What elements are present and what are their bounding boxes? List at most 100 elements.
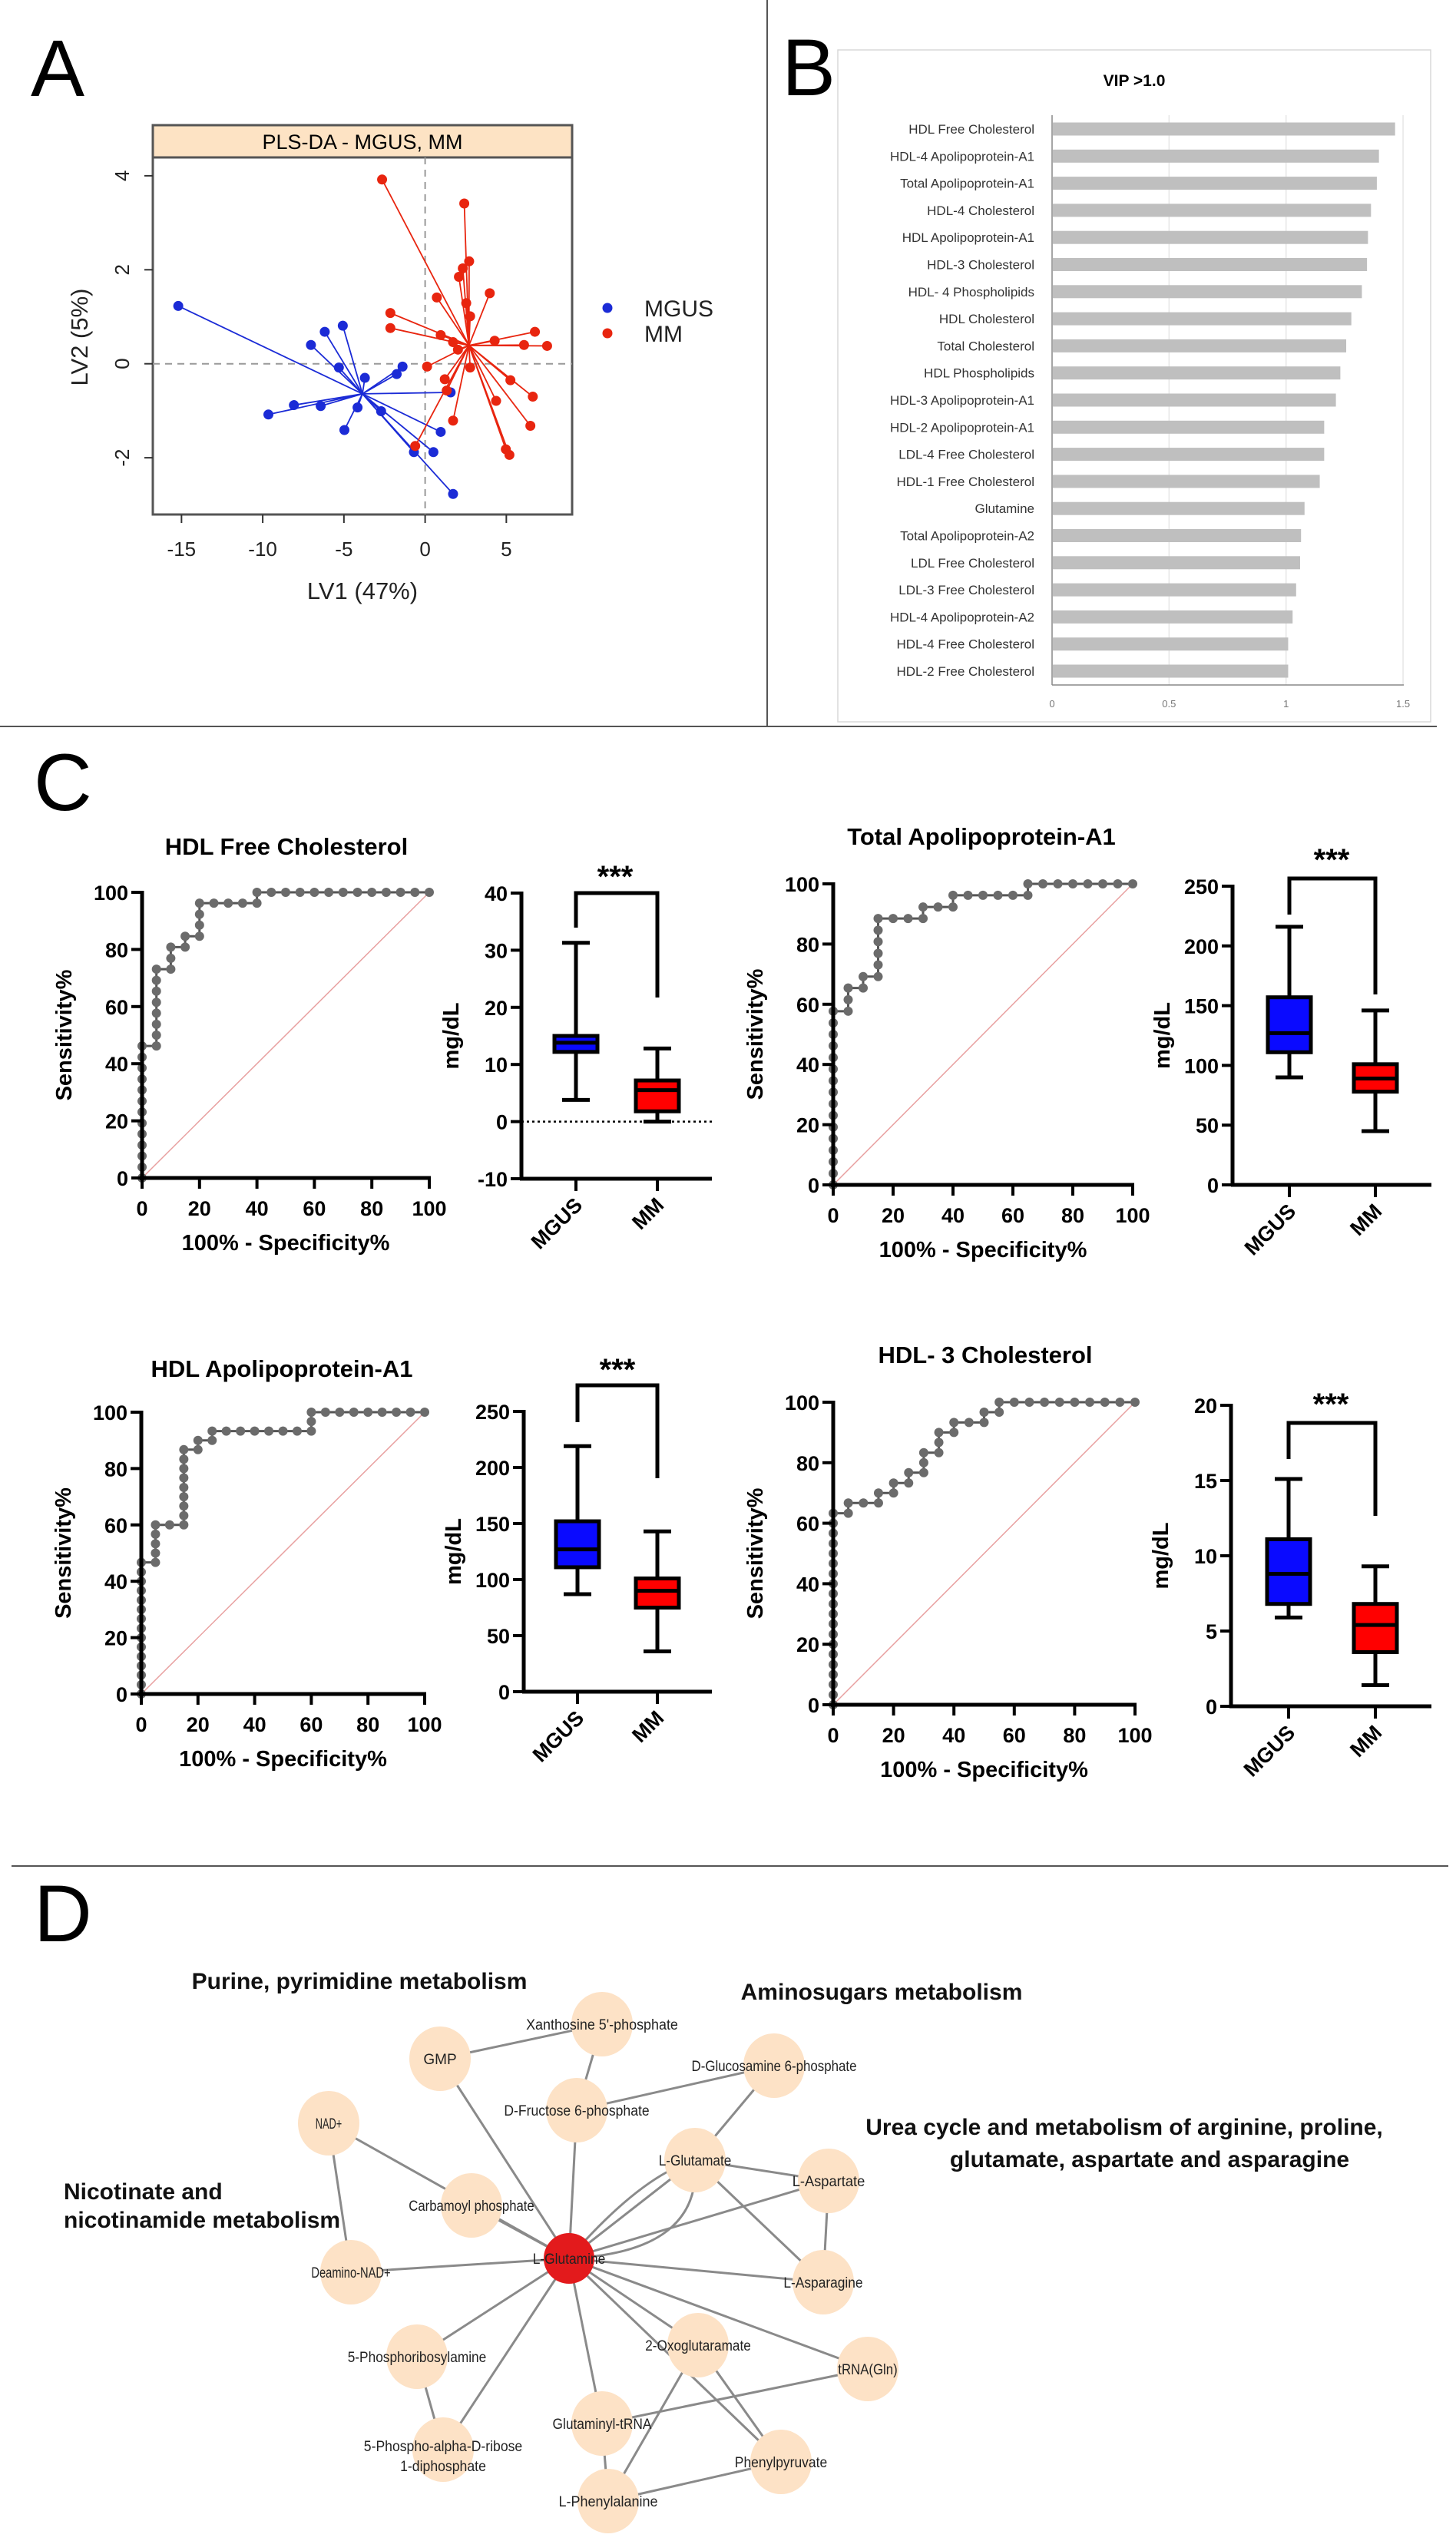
- point-mgus: [376, 406, 386, 417]
- network-hub-node: [544, 2233, 594, 2284]
- roc-point: [179, 1501, 189, 1511]
- roc-point: [193, 1444, 203, 1454]
- point-mgus: [352, 402, 363, 413]
- roc-x-tick-label: 0: [136, 1197, 147, 1220]
- centroid-spoke-mgus: [362, 373, 398, 395]
- network-node: [298, 2091, 359, 2156]
- vip-category-label: HDL-4 Apolipoprotein-A2: [890, 610, 1034, 624]
- roc-point: [949, 1418, 959, 1428]
- roc-point: [209, 898, 219, 908]
- box-y-tick-label: 250: [1184, 875, 1219, 898]
- roc-point: [377, 1408, 387, 1417]
- vip-bar: [1053, 664, 1289, 678]
- point-mgus: [435, 426, 446, 437]
- roc-point: [1083, 879, 1093, 888]
- roc-point: [904, 1467, 914, 1477]
- roc-y-tick-label: 0: [808, 1694, 819, 1717]
- box-category-label-mm: MM: [1345, 1721, 1386, 1762]
- centroid-spoke-mm: [458, 276, 470, 346]
- roc-point: [151, 1019, 161, 1029]
- point-mm: [485, 288, 495, 299]
- centroid-spoke-mgus: [324, 331, 363, 395]
- roc-y-tick-label: 60: [796, 994, 819, 1017]
- roc-point: [252, 898, 262, 908]
- roc-y-tick-label: 20: [105, 1110, 128, 1133]
- roc-point: [1023, 890, 1033, 900]
- centroid-spoke-mgus: [343, 393, 363, 431]
- roc-point: [349, 1408, 359, 1417]
- network-node-label: tRNA(Gln): [838, 2362, 897, 2378]
- point-mm: [528, 392, 538, 402]
- box-mgus: [1266, 995, 1313, 1054]
- roc-point: [918, 914, 928, 924]
- roc-title: HDL Apolipoprotein-A1: [151, 1355, 413, 1382]
- point-mm: [491, 395, 501, 406]
- box-y-tick-label: 150: [1184, 995, 1219, 1018]
- network-node: [571, 1992, 633, 2056]
- roc-x-tick-label: 80: [1061, 1204, 1084, 1227]
- roc-point: [352, 888, 362, 897]
- roc-point: [392, 1408, 402, 1417]
- roc-x-tick-label: 20: [882, 1204, 905, 1227]
- network-node-label: 5-Phospho-alpha-D-ribose: [364, 2439, 522, 2455]
- roc-y-tick-label: 100: [93, 1401, 127, 1424]
- roc-point: [1100, 1398, 1110, 1407]
- vip-category-label: LDL Free Cholesterol: [911, 556, 1034, 571]
- roc-point: [1085, 1398, 1095, 1407]
- roc-point: [1128, 879, 1137, 888]
- network-node-label: D-Glucosamine 6-phosphate: [692, 2059, 857, 2075]
- box-mgus: [1265, 1537, 1312, 1606]
- vip-category-label: HDL Cholesterol: [939, 312, 1034, 326]
- roc-y-tick-label: 0: [116, 1683, 127, 1706]
- roc-x-tick-label: 0: [827, 1724, 839, 1747]
- point-mm: [458, 263, 468, 273]
- roc-y-tick-label: 60: [105, 996, 128, 1019]
- significance-bracket: [575, 1383, 660, 1478]
- network-node-label: L-Glutamate: [659, 2153, 732, 2169]
- point-mm: [410, 441, 421, 452]
- roc-y-tick-label: 100: [785, 1391, 819, 1414]
- box-y-tick-label: 30: [485, 939, 508, 962]
- roc-point: [179, 1454, 189, 1464]
- x-tick-label: 0.5: [1162, 698, 1176, 710]
- network-node-label: L-Aspartate: [793, 2174, 865, 2190]
- legend-marker-mgus: [602, 303, 613, 313]
- roc-point: [250, 1426, 260, 1436]
- roc-point: [979, 1408, 989, 1418]
- roc-point: [843, 1498, 853, 1508]
- pathway-group-label: Nicotinate and: [64, 2179, 223, 2205]
- roc-y-axis-label: Sensitivity%: [743, 1487, 768, 1619]
- vip-bar: [1053, 393, 1336, 407]
- network-node: [837, 2337, 898, 2401]
- roc-x-tick-label: 80: [360, 1197, 383, 1220]
- vip-category-label: Glutamine: [975, 501, 1034, 516]
- x-tick-label: 5: [501, 538, 511, 561]
- roc-point: [1054, 1398, 1064, 1407]
- network-edge: [568, 2257, 824, 2284]
- roc-point: [306, 1417, 316, 1427]
- roc-point: [903, 914, 913, 924]
- box-category-label-mm: MM: [1345, 1199, 1386, 1240]
- vip-bar: [1053, 475, 1320, 488]
- box-y-tick-label: 0: [1206, 1696, 1217, 1719]
- point-mm: [377, 174, 388, 185]
- roc-x-tick-label: 80: [356, 1713, 379, 1736]
- roc-point: [179, 1473, 189, 1483]
- vip-bar: [1053, 203, 1372, 217]
- roc-point: [363, 1408, 373, 1417]
- vip-category-label: HDL-4 Apolipoprotein-A1: [890, 149, 1034, 164]
- point-mm: [439, 374, 450, 385]
- roc-x-tick-label: 100: [1117, 1724, 1152, 1747]
- roc-point: [179, 1520, 189, 1530]
- roc-point: [964, 1418, 974, 1428]
- roc-point: [1024, 1398, 1034, 1407]
- x-tick-label: 1.5: [1396, 698, 1410, 710]
- roc-y-axis-label: Sensitivity%: [51, 1487, 76, 1619]
- vip-bar: [1053, 556, 1300, 570]
- box-y-tick-label: 20: [485, 997, 508, 1020]
- point-mm: [454, 271, 465, 282]
- roc-y-tick-label: 40: [796, 1573, 819, 1596]
- point-mm: [541, 340, 552, 351]
- roc-point: [194, 909, 204, 919]
